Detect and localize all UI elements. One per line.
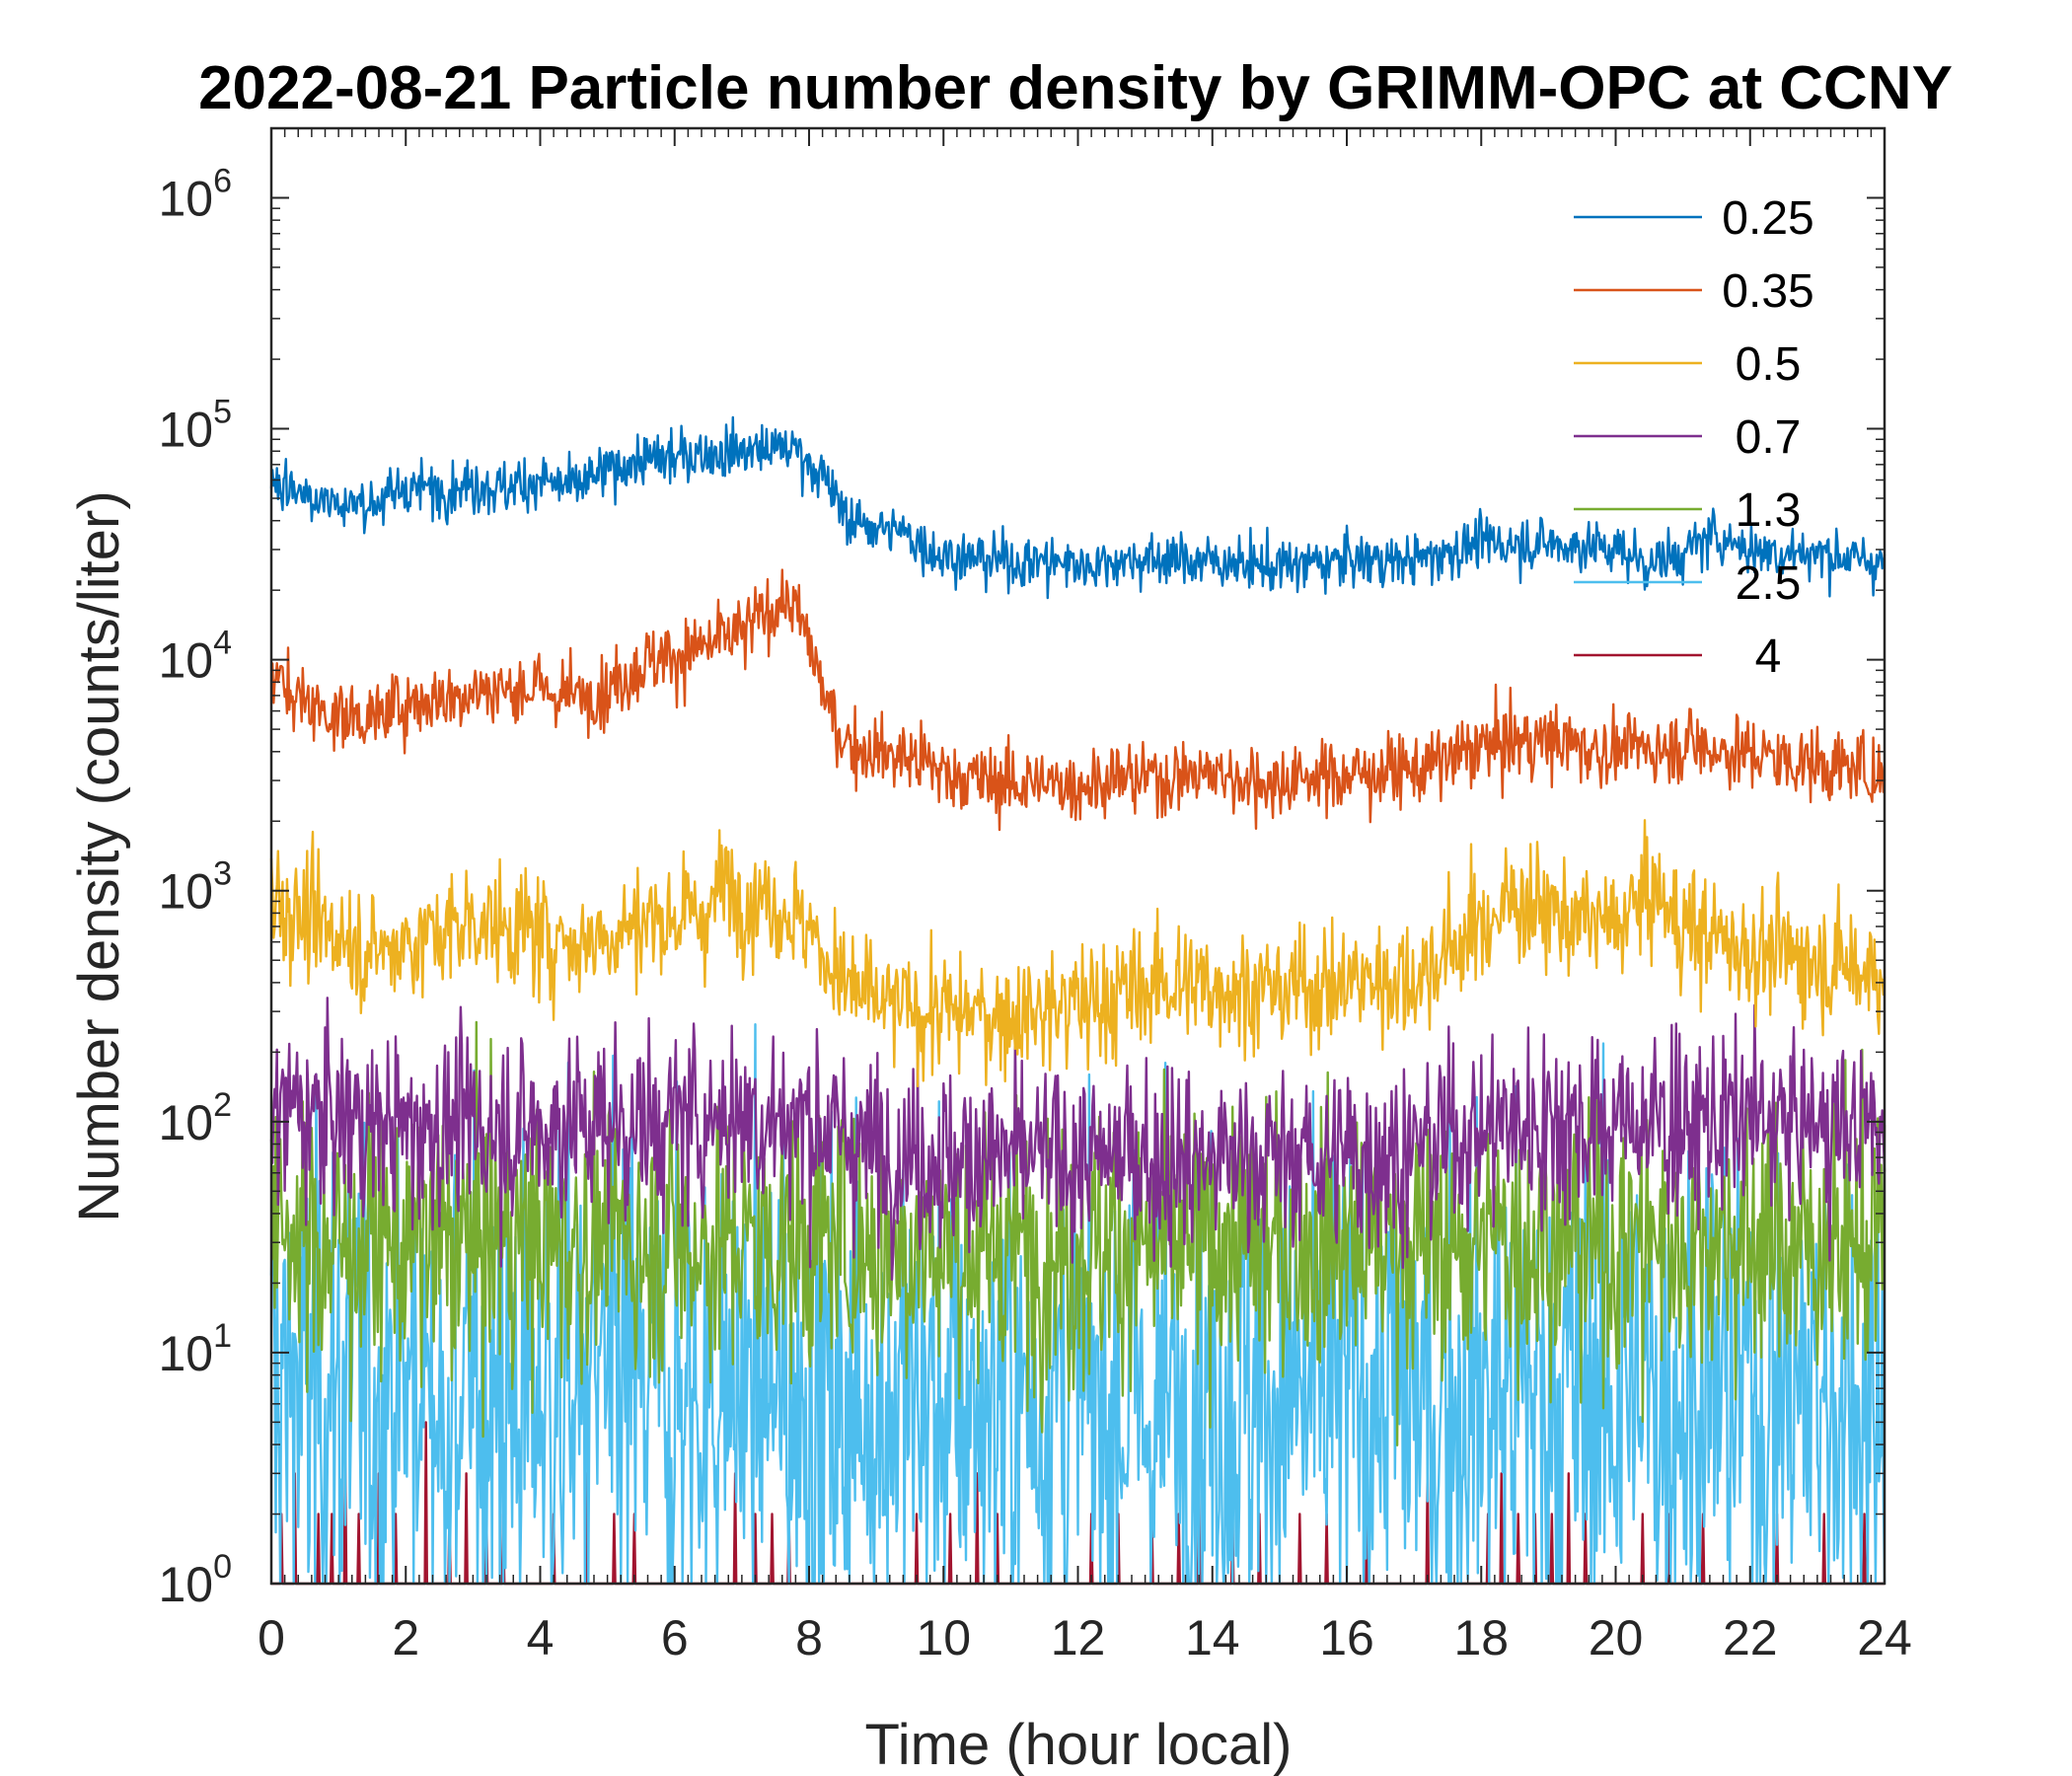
legend: 0.25 0.35 0.5 0.7 1.3 2.5 4 [1574, 192, 1814, 683]
series-line-0.7 [269, 997, 1887, 1281]
legend-label: 4 [1755, 630, 1782, 683]
series-line-0.25 [269, 415, 1887, 600]
x-tick-label: 22 [1723, 1610, 1778, 1665]
x-tick-label: 16 [1319, 1610, 1374, 1665]
series-0.35 [269, 568, 1887, 832]
legend-label: 0.35 [1722, 265, 1813, 318]
legend-item-4: 4 [1574, 630, 1781, 683]
legend-item-0.25: 0.25 [1574, 192, 1814, 245]
series-0.5 [269, 819, 1887, 1088]
x-tick-label: 12 [1051, 1610, 1106, 1665]
series-line-0.35 [269, 568, 1887, 832]
series-line-2.5 [269, 1023, 1887, 1586]
legend-label: 0.25 [1722, 192, 1813, 245]
legend-label: 0.5 [1736, 338, 1802, 391]
y-tick-label: 104 [158, 625, 232, 689]
x-tick-label: 18 [1453, 1610, 1509, 1665]
y-tick-label: 103 [158, 855, 232, 920]
legend-label: 1.3 [1736, 484, 1802, 537]
x-tick-label: 0 [258, 1610, 285, 1665]
x-tick-label: 4 [527, 1610, 555, 1665]
legend-item-0.5: 0.5 [1574, 338, 1801, 391]
series-0.25 [269, 415, 1887, 600]
legend-item-2.5: 2.5 [1574, 557, 1801, 610]
series-line-0.5 [269, 819, 1887, 1088]
x-tick-label: 24 [1857, 1610, 1912, 1665]
series-0.7 [269, 997, 1887, 1281]
x-tick-label: 2 [392, 1610, 419, 1665]
x-tick-label: 10 [916, 1610, 971, 1665]
legend-label: 2.5 [1736, 557, 1802, 610]
x-tick-label: 14 [1185, 1610, 1240, 1665]
ticks: 0 2 4 6 8 10 12 14 16 18 20 22 241001011021031041051… [158, 127, 1912, 1665]
legend-item-0.7: 0.7 [1574, 411, 1801, 464]
x-tick-label: 20 [1589, 1610, 1644, 1665]
y-tick-label: 106 [158, 162, 232, 226]
legend-item-1.3: 1.3 [1574, 484, 1801, 537]
series-line-1.3 [269, 1020, 1887, 1446]
x-tick-label: 6 [661, 1610, 689, 1665]
legend-item-0.35: 0.35 [1574, 265, 1814, 318]
y-tick-label: 101 [158, 1317, 232, 1381]
y-axis-label: Number density (counts/liter) [67, 490, 131, 1221]
y-tick-label: 105 [158, 394, 232, 458]
chart-title: 2022-08-21 Particle number density by GR… [198, 54, 1953, 122]
x-axis-label: Time (hour local) [865, 1713, 1293, 1776]
series-2.5 [269, 1023, 1887, 1586]
series-1.3 [269, 1020, 1887, 1446]
x-tick-label: 8 [795, 1610, 823, 1665]
legend-label: 0.7 [1736, 411, 1802, 464]
y-tick-label: 102 [158, 1086, 232, 1150]
y-tick-label: 100 [158, 1548, 232, 1612]
